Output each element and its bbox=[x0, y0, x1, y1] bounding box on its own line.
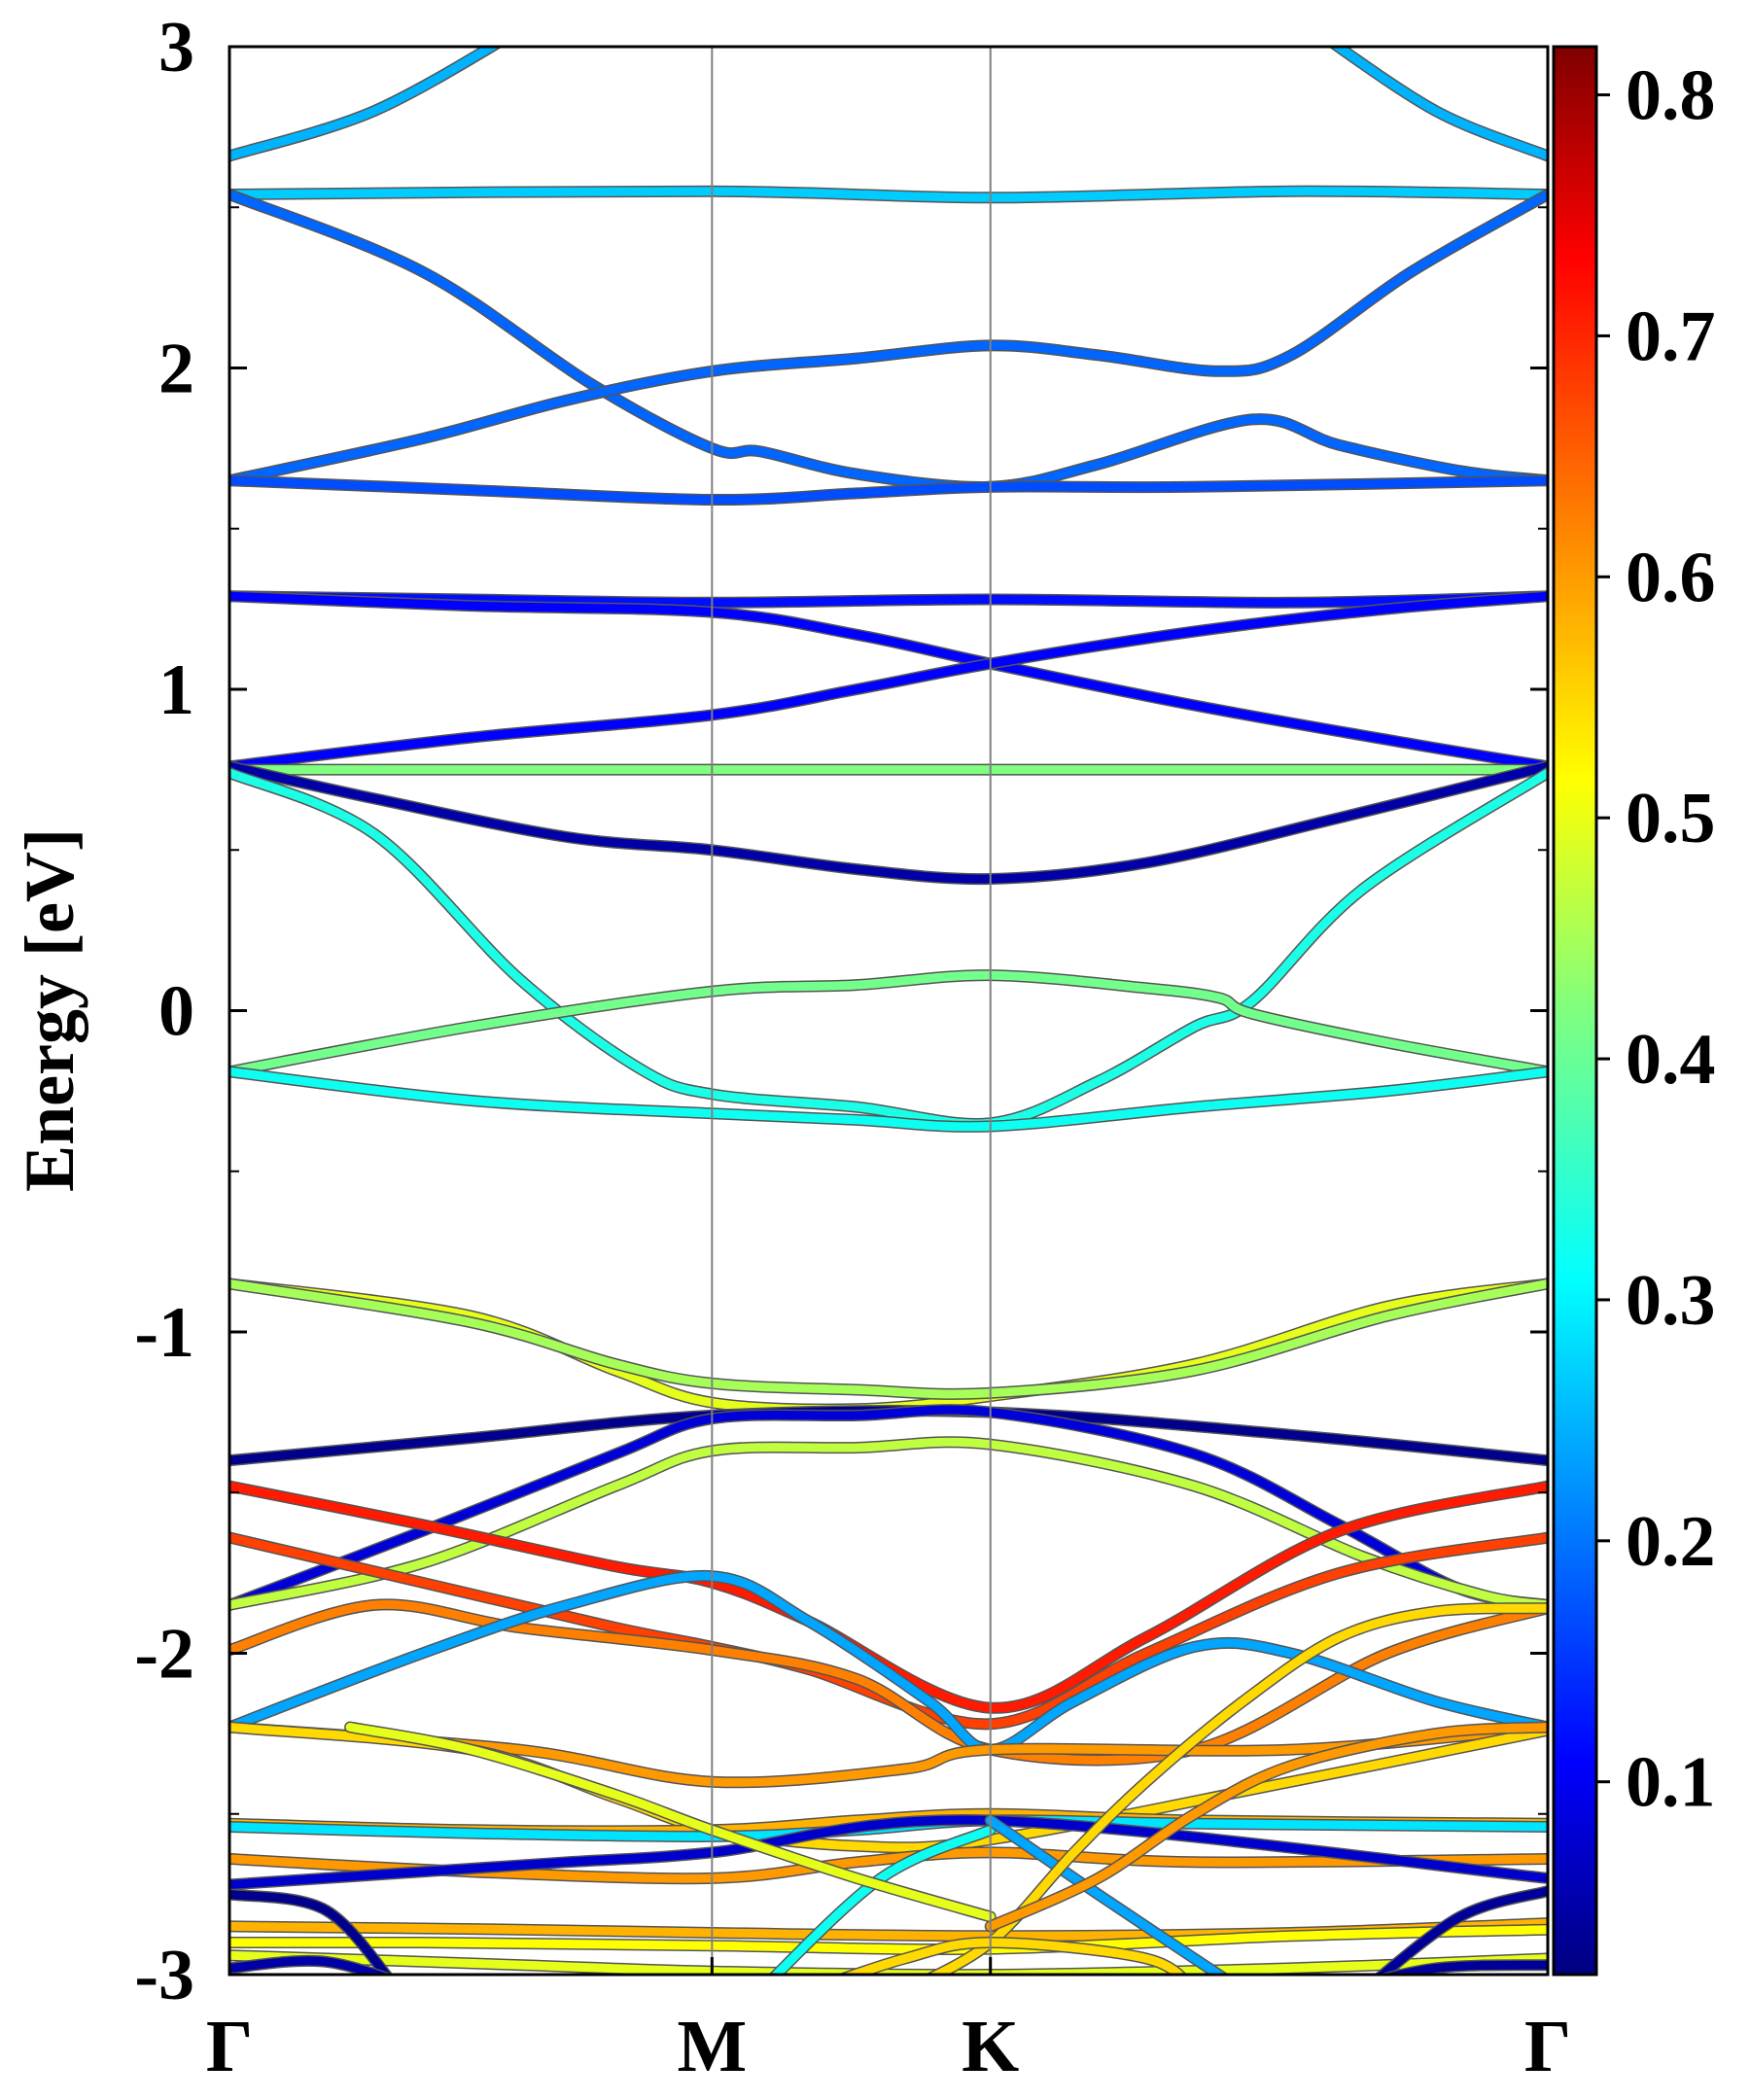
colorbar-tick-label: 0.2 bbox=[1626, 1502, 1716, 1582]
y-axis-ticks: 3 2 1 0 -1 -2 -3 bbox=[134, 8, 1548, 2015]
colorbar-tick-label: 0.7 bbox=[1626, 297, 1716, 376]
y-tick-label: 0 bbox=[158, 972, 194, 1052]
band-line bbox=[229, 47, 501, 160]
colorbar-tick-label: 0.4 bbox=[1626, 1020, 1716, 1100]
band-line bbox=[229, 1723, 1548, 1787]
band-line bbox=[770, 1825, 996, 1975]
band-line-outline bbox=[229, 760, 1548, 886]
y-axis-label: Energy [eV] bbox=[11, 828, 88, 1192]
y-tick-label: -1 bbox=[134, 1293, 194, 1373]
band-line bbox=[1382, 1960, 1548, 1975]
k-path-divider-lines bbox=[711, 47, 992, 1975]
band-line bbox=[229, 1925, 1548, 1954]
band-line-outline bbox=[1328, 47, 1548, 162]
band-line bbox=[229, 768, 1548, 1129]
band-line bbox=[229, 1889, 392, 1975]
colorbar-tick-label: 0.5 bbox=[1626, 779, 1716, 858]
band-line bbox=[229, 1533, 1548, 1729]
colorbar-tick-label: 0.1 bbox=[1626, 1743, 1716, 1823]
band-line bbox=[229, 190, 1548, 485]
band-line bbox=[986, 1723, 1548, 1931]
band-line bbox=[229, 475, 1548, 505]
band-line-outline bbox=[229, 766, 1548, 1130]
colorbar bbox=[1552, 45, 1598, 1977]
band-line bbox=[229, 1278, 1548, 1399]
x-tick-label: K bbox=[962, 2006, 1019, 2087]
band-line bbox=[229, 1067, 1548, 1132]
y-tick-label: -2 bbox=[134, 1615, 194, 1695]
band-line bbox=[229, 591, 1548, 771]
plot-frame bbox=[228, 45, 1550, 1977]
band-line-outline bbox=[229, 969, 1548, 1078]
band-line bbox=[345, 1723, 996, 1921]
x-tick-label: Γ bbox=[1524, 2006, 1571, 2087]
band-line bbox=[229, 1956, 391, 1975]
band-line bbox=[1330, 47, 1548, 160]
band-line bbox=[229, 1405, 1548, 1610]
colorbar-ticks: 0.8 0.7 0.6 0.5 0.4 0.3 0.2 0.1 bbox=[1596, 56, 1716, 1823]
band-line bbox=[229, 761, 1548, 884]
band-line-outline bbox=[229, 47, 504, 162]
y-tick-label: 2 bbox=[158, 330, 194, 409]
band-line bbox=[229, 1599, 1548, 1765]
x-tick-label: Γ bbox=[206, 2006, 253, 2087]
x-tick-label: M bbox=[677, 2006, 747, 2087]
band-lines bbox=[229, 47, 1548, 1975]
band-line-outline bbox=[229, 1278, 1548, 1400]
colorbar-tick-label: 0.6 bbox=[1626, 538, 1716, 617]
band-line bbox=[986, 1815, 1227, 1975]
band-line bbox=[229, 591, 1548, 771]
colorbar-tick-label: 0.8 bbox=[1626, 56, 1716, 136]
band-line bbox=[229, 187, 1548, 202]
y-tick-label: -3 bbox=[134, 1936, 194, 2015]
band-line bbox=[229, 190, 1548, 492]
band-line bbox=[229, 591, 1548, 608]
y-tick-label: 1 bbox=[158, 650, 194, 730]
colorbar-tick-label: 0.3 bbox=[1626, 1261, 1716, 1341]
band-line bbox=[229, 970, 1548, 1076]
y-tick-label: 3 bbox=[158, 8, 194, 88]
band-line bbox=[928, 1603, 1548, 1975]
